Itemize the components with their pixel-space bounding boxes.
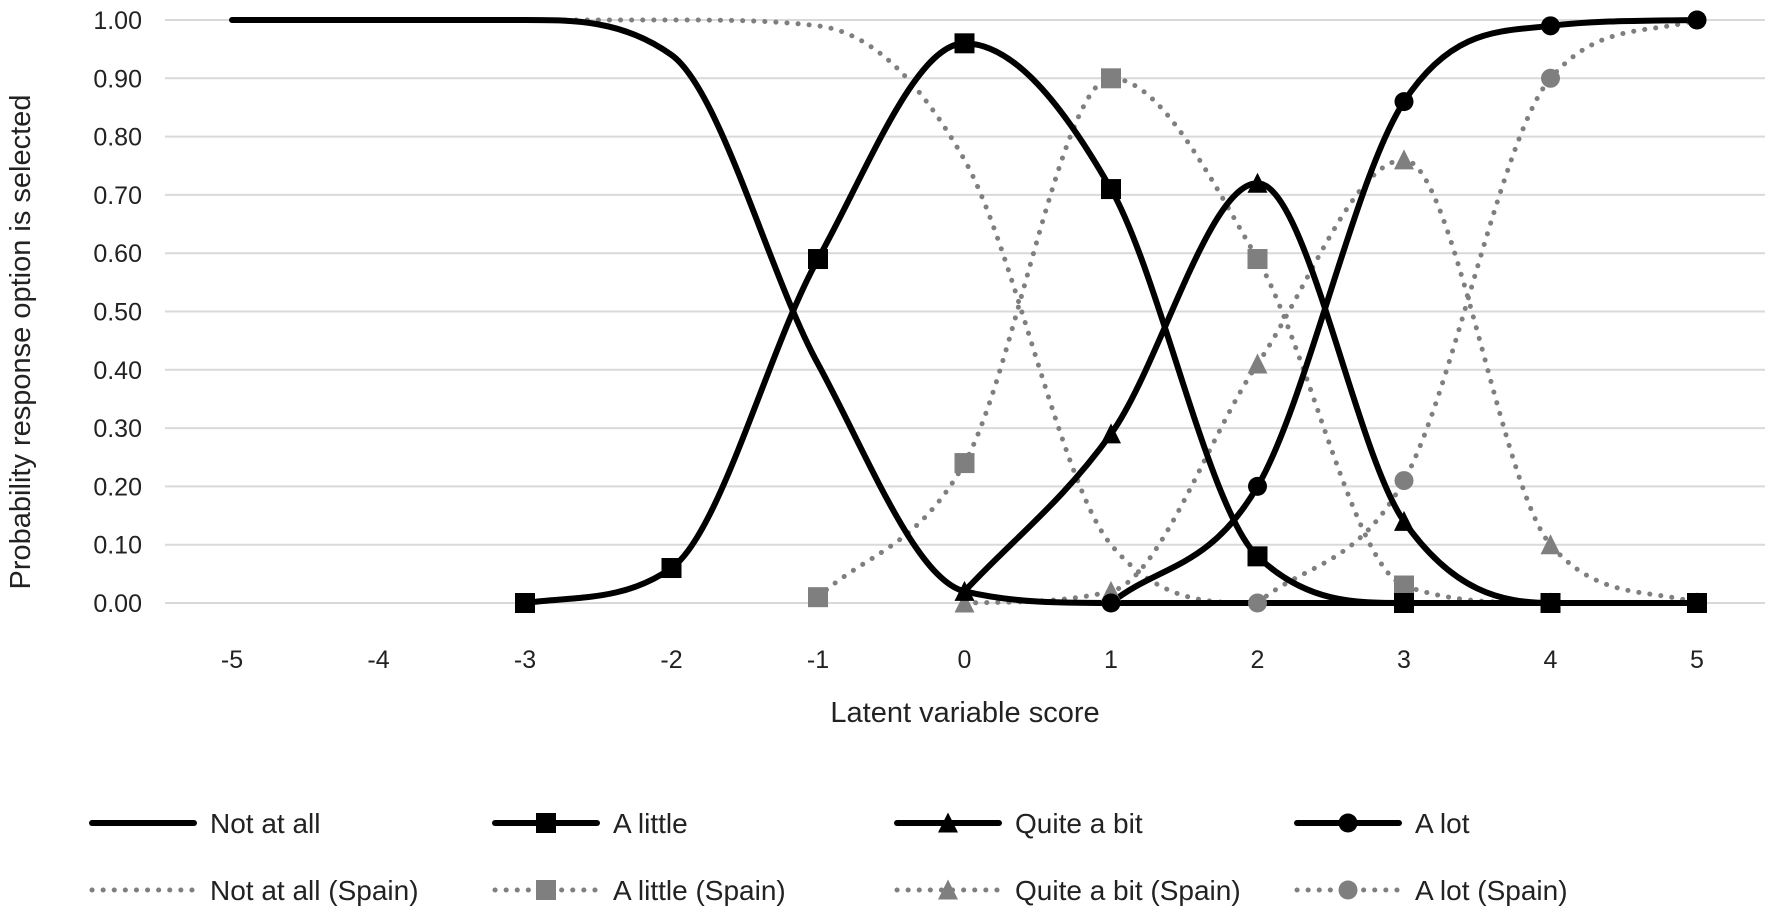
data-point-quite-a-bit-spain [1247, 353, 1268, 374]
legend: Not at all A little Quite a bit A lot Not at… [89, 808, 1568, 906]
data-point-a-little-spain [1247, 249, 1268, 270]
y-tick-label: 0.30 [93, 415, 142, 443]
data-point-a-little [954, 33, 975, 54]
x-tick-label: -3 [514, 646, 536, 674]
data-point-a-little [808, 249, 828, 270]
y-tick-label: 0.80 [93, 124, 142, 152]
x-tick-label: 3 [1397, 646, 1411, 674]
y-axis-title: Probability response option is selected [5, 95, 37, 590]
data-point-quite-a-bit [1687, 592, 1707, 613]
series-line-quite-a-bit-spain [962, 157, 1700, 606]
y-tick-label: 0.90 [93, 65, 142, 93]
legend-marker [536, 880, 556, 900]
legend-marker [1338, 813, 1358, 833]
legend-item-a-little: A little [492, 808, 688, 839]
legend-label: A little (Spain) [613, 875, 786, 906]
data-point-quite-a-bit-spain [954, 592, 975, 613]
legend-label: A lot [1415, 808, 1470, 839]
data-point-quite-a-bit [1394, 510, 1414, 531]
legend-item-not-at-all-spain: Not at all (Spain) [89, 875, 419, 906]
data-point-a-little [1101, 179, 1121, 200]
data-point-a-little [1394, 593, 1414, 613]
legend-item-quite-a-bit: Quite a bit [894, 808, 1143, 839]
x-tick-label: 4 [1544, 646, 1558, 674]
legend-marker [536, 813, 556, 833]
series-markers [515, 10, 1707, 613]
legend-item-a-little-spain: A little (Spain) [492, 875, 786, 906]
legend-item-not-at-all: Not at all [89, 808, 321, 839]
x-axis-title: Latent variable score [830, 697, 1099, 729]
series-line-a-little-spain [815, 75, 1700, 606]
data-point-a-little-spain [954, 453, 975, 474]
legend-item-a-lot: A lot [1294, 808, 1470, 839]
data-point-quite-a-bit [1540, 592, 1561, 613]
data-point-a-lot [1687, 10, 1707, 30]
legend-item-quite-a-bit-spain: Quite a bit (Spain) [894, 875, 1241, 906]
data-point-a-little-spain [1394, 575, 1414, 596]
legend-label: Quite a bit (Spain) [1015, 875, 1241, 906]
y-tick-label: 0.10 [93, 532, 142, 560]
x-tick-label: 1 [1104, 646, 1118, 674]
y-tick-label: 0.40 [93, 357, 142, 385]
data-point-a-lot-spain [1248, 593, 1267, 613]
y-tick-label: 1.00 [93, 7, 142, 35]
legend-marker [938, 812, 958, 833]
data-point-a-lot [1248, 476, 1267, 496]
data-point-a-little [661, 558, 682, 579]
x-tick-label: 5 [1690, 646, 1704, 674]
data-point-a-lot [1541, 16, 1560, 36]
legend-label: Not at all (Spain) [210, 875, 419, 906]
data-point-a-lot [1394, 92, 1414, 112]
x-tick-label: -4 [367, 646, 389, 674]
x-axis-ticks: -5 -4 -3 -2 -1 0 1 2 3 4 5 [221, 646, 1704, 674]
y-axis-ticks: 0.00 0.10 0.20 0.30 0.40 0.50 0.60 0.70 0.80 0.90… [93, 7, 142, 618]
data-point-quite-a-bit-spain [1540, 534, 1561, 555]
y-tick-label: 0.20 [93, 473, 142, 501]
series-line-quite-a-bit [961, 180, 1700, 607]
data-point-quite-a-bit [954, 580, 975, 601]
gridlines [165, 19, 1765, 604]
y-tick-label: 0.60 [93, 240, 142, 268]
data-point-quite-a-bit [1247, 172, 1268, 193]
data-point-a-lot [1101, 593, 1121, 613]
legend-label: Quite a bit [1015, 808, 1143, 839]
data-point-a-little [1247, 546, 1268, 567]
y-tick-label: 0.70 [93, 182, 142, 210]
legend-marker [938, 879, 958, 900]
legend-label: Not at all [210, 808, 321, 839]
data-point-quite-a-bit-spain [1394, 149, 1414, 170]
x-tick-label: -5 [221, 646, 243, 674]
legend-label: A lot (Spain) [1415, 875, 1568, 906]
x-tick-label: -2 [660, 646, 682, 674]
legend-item-a-lot-spain: A lot (Spain) [1294, 875, 1568, 906]
y-tick-label: 0.00 [93, 590, 142, 618]
x-tick-label: 0 [958, 646, 972, 674]
series-line-a-lot [1108, 17, 1700, 606]
data-point-a-little-spain [808, 587, 828, 608]
data-point-quite-a-bit [1101, 423, 1121, 444]
legend-marker [1338, 880, 1358, 900]
x-tick-label: -1 [807, 646, 829, 674]
data-point-a-little-spain [1101, 68, 1121, 89]
x-tick-label: 2 [1251, 646, 1265, 674]
y-tick-label: 0.50 [93, 299, 142, 327]
data-point-a-lot-spain [1394, 471, 1414, 491]
data-point-a-lot-spain [1541, 68, 1560, 88]
series-line-a-little [522, 40, 1700, 607]
data-point-a-little [515, 593, 535, 613]
legend-label: A little [613, 808, 688, 839]
